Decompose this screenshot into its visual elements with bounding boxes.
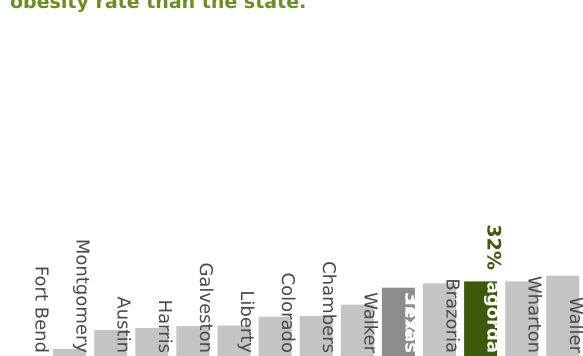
category-label-texas: Texas: [400, 296, 421, 353]
bar-wharton: [505, 281, 539, 356]
chart-header-text: obesity rate than the state.: [10, 0, 307, 13]
bar-liberty: [217, 325, 251, 356]
bar-matagorda: [464, 281, 498, 356]
category-label-montgomery: Montgomery: [72, 239, 93, 353]
category-label-chambers: Chambers: [318, 261, 339, 353]
bar-chambers: [299, 316, 333, 356]
category-label-waller: Waller: [565, 297, 583, 354]
value-label-matagorda: 32%: [483, 224, 505, 269]
bar-brazoria: [423, 283, 456, 356]
category-label-wharton: Wharton: [524, 276, 545, 353]
bar-harris: [135, 328, 169, 356]
bar-montgomery: [53, 348, 87, 356]
bar-walker: [340, 304, 374, 356]
category-label-galveston: Galveston: [195, 262, 216, 353]
category-label-brazoria: Brazoria: [442, 278, 463, 353]
category-label-matagorda: Matagorda: [483, 243, 504, 353]
category-label-fort-bend: Fort Bend: [31, 266, 52, 353]
bar-waller: [546, 275, 580, 356]
value-label-texas: 31%: [400, 292, 422, 337]
category-label-austin: Austin: [113, 296, 134, 353]
category-label-liberty: Liberty: [236, 290, 257, 353]
bar-colorado: [258, 316, 292, 356]
category-label-harris: Harris: [154, 300, 175, 353]
bar-austin: [94, 329, 128, 356]
category-label-colorado: Colorado: [277, 273, 298, 353]
bar-galveston: [176, 326, 210, 356]
bar-texas: [381, 287, 415, 356]
category-label-walker: Walker: [359, 292, 380, 354]
